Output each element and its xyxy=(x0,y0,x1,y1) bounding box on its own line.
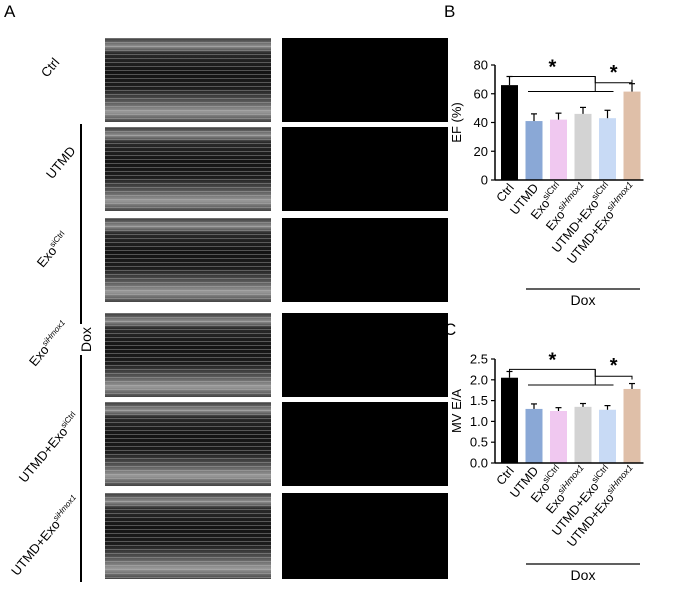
significance-star: * xyxy=(610,62,618,84)
doppler-image-ctrl xyxy=(282,38,448,122)
significance-star: * xyxy=(610,355,618,377)
bar xyxy=(501,377,518,463)
y-tick-label: 40 xyxy=(474,115,488,130)
x-tick-label-sup: siCtrl xyxy=(589,463,610,485)
m-mode-image-utmd xyxy=(105,127,271,211)
bar xyxy=(599,118,616,180)
panel-a-letter: A xyxy=(4,2,16,21)
bar xyxy=(623,388,641,463)
x-tick-label-sup: siCtrl xyxy=(589,180,610,202)
y-tick-label: 20 xyxy=(474,144,488,159)
dox-group-label: Dox xyxy=(571,567,596,583)
row-label: ExosiCtrl xyxy=(33,229,71,270)
y-tick-label: 2.0 xyxy=(470,372,488,387)
row-label: Ctrl xyxy=(38,55,62,80)
bar xyxy=(599,409,616,463)
significance-bracket xyxy=(509,76,596,92)
bar xyxy=(525,408,543,463)
significance-star: * xyxy=(548,57,556,79)
doppler-image-utmd-exo-sihmox1 xyxy=(282,493,448,579)
row-label: UTMD+ExosiHmox1 xyxy=(8,493,83,578)
row-label-base: UTMD xyxy=(42,143,79,182)
row-label-base: UTMD+Exo xyxy=(8,516,63,579)
significance-star: * xyxy=(548,349,556,371)
significance-bracket xyxy=(594,369,633,380)
doppler-image-exo-sihmox1 xyxy=(282,313,448,397)
significance-bracket xyxy=(509,368,596,385)
row-label: UTMD xyxy=(43,143,79,181)
significance-bracket xyxy=(594,76,633,84)
x-tick-label-sup: siCtrl xyxy=(540,463,561,485)
bar xyxy=(574,406,592,463)
row-label: ExosiHmox1 xyxy=(26,318,72,369)
bar xyxy=(623,91,641,180)
bar xyxy=(550,119,567,180)
y-tick-label: 0.5 xyxy=(470,435,488,450)
y-tick-label: 2.5 xyxy=(470,352,488,367)
x-tick-label-sup: siHmox1 xyxy=(605,463,635,496)
y-tick-label: 0.0 xyxy=(470,456,488,471)
dox-group-label: Dox xyxy=(78,324,94,355)
y-tick-label: 0 xyxy=(481,173,488,188)
panel-b-letter: B xyxy=(444,2,456,21)
mv-ea-bar-chart: 0.00.51.01.52.02.5MV E/ACtrlUTMDExosiCtr… xyxy=(449,349,644,583)
doppler-image-exo-sictrl xyxy=(282,218,448,302)
m-mode-image-utmd-exo-sictrl xyxy=(105,402,271,486)
x-tick-label-sup: siHmox1 xyxy=(605,180,635,213)
row-label-base: Ctrl xyxy=(37,54,63,81)
row-label-sup: siCtrl xyxy=(58,409,78,430)
y-tick-label: 1.0 xyxy=(470,414,488,429)
x-tick-label-sup: siCtrl xyxy=(540,180,561,202)
bar xyxy=(550,411,567,463)
y-tick-label: 1.5 xyxy=(470,393,488,408)
y-axis-label: MV E/A xyxy=(449,389,464,433)
doppler-image-utmd-exo-sictrl xyxy=(282,402,448,486)
row-label-sup: siHmox1 xyxy=(51,492,79,523)
row-label-sup: siCtrl xyxy=(47,229,67,249)
m-mode-image-ctrl xyxy=(105,38,271,122)
y-tick-label: 80 xyxy=(474,58,488,73)
y-axis-label: EF (%) xyxy=(449,102,464,142)
dox-group-label: Dox xyxy=(571,292,596,308)
m-mode-image-utmd-exo-sihmox1 xyxy=(105,493,271,579)
m-mode-image-exo-sictrl xyxy=(105,218,271,302)
row-label-base: UTMD+Exo xyxy=(15,424,71,486)
row-label: UTMD+ExosiCtrl xyxy=(15,410,82,486)
row-label-sup: siHmox1 xyxy=(40,318,67,348)
bar xyxy=(525,121,543,180)
y-tick-label: 60 xyxy=(474,86,488,101)
bar xyxy=(501,85,518,180)
m-mode-image-exo-sihmox1 xyxy=(105,313,271,397)
bar xyxy=(574,113,592,180)
doppler-image-utmd xyxy=(282,127,448,211)
